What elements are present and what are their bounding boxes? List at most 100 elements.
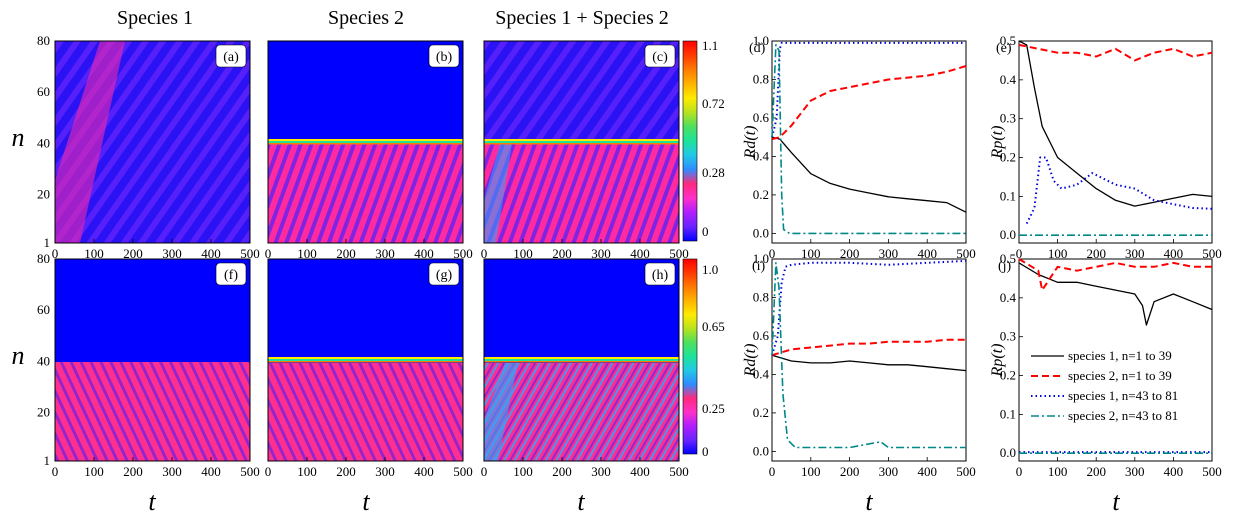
series-line-d-1 <box>771 136 967 213</box>
series-line-j-2 <box>1018 258 1212 292</box>
panel-letter-g: (g) <box>436 268 453 283</box>
series-line-i-1 <box>771 354 967 372</box>
x-tick-label: 200 <box>123 246 143 261</box>
x-tick-label: 200 <box>336 246 356 261</box>
x-tick-label: 100 <box>513 246 533 261</box>
y-tick-label: 0.3 <box>1000 329 1016 344</box>
x-tick-label: 100 <box>801 464 821 479</box>
series-line-e-2 <box>1018 43 1213 62</box>
y-tick-label: 60 <box>37 302 50 317</box>
y-tick-label: 20 <box>37 404 50 419</box>
x-tick-label: 100 <box>84 246 104 261</box>
x-tick-label: 400 <box>201 246 221 261</box>
y-tick-label: 0.1 <box>1000 406 1016 421</box>
x-tick-label: 400 <box>1164 464 1184 479</box>
heatmap-ylabel-top: n <box>12 123 25 152</box>
x-tick-label: 0 <box>1016 464 1023 479</box>
heatmap-panel-f <box>54 258 251 462</box>
x-tick-label: 300 <box>879 246 899 261</box>
y-tick-label: 20 <box>37 186 50 201</box>
series-line-j-1 <box>1018 262 1213 326</box>
x-tick-label: 500 <box>1202 464 1222 479</box>
x-tick-label: 500 <box>956 464 976 479</box>
y-tick-label: 0.4 <box>753 148 770 163</box>
x-tick-label: 300 <box>375 464 395 479</box>
panel-letter-b: (b) <box>436 50 453 65</box>
panel-letter-h: (h) <box>652 268 669 283</box>
panel-letter-d: (d) <box>749 41 766 56</box>
panel-letter-f: (f) <box>224 268 238 283</box>
series-line-d-3 <box>771 41 966 138</box>
heatmap-panel-letters: (a) (b) (c) (f) (g) (h) <box>215 44 676 286</box>
y-tick-label: 0.6 <box>753 110 770 125</box>
y-tick-label: 0.5 <box>1000 33 1016 48</box>
series-line-e-1 <box>1018 40 1213 207</box>
ylabel-rd-bottom: Rd(t) <box>742 344 759 378</box>
x-tick-label: 400 <box>630 246 650 261</box>
plot-frame-i <box>771 258 967 462</box>
y-tick-label: 1.0 <box>753 251 769 266</box>
cbar-top-label: 0.28 <box>702 165 725 180</box>
x-tick-label: 200 <box>840 464 860 479</box>
y-tick-label: 0.4 <box>753 366 770 381</box>
x-tick-label: 200 <box>552 246 572 261</box>
x-tick-label: 400 <box>917 246 937 261</box>
x-tick-label: 500 <box>453 464 473 479</box>
x-tick-label: 0 <box>265 464 272 479</box>
series-line-d-4 <box>771 43 966 235</box>
x-tick-label: 200 <box>552 464 572 479</box>
plot-frame-d <box>771 40 967 244</box>
x-tick-label: 500 <box>240 464 260 479</box>
y-tick-label: 1 <box>44 235 51 250</box>
colorbar-bottom <box>682 258 698 455</box>
legend-label: species 2, n=1 to 39 <box>1068 368 1172 383</box>
heatmap-xlabel-g: t <box>362 487 370 516</box>
x-tick-label: 100 <box>513 464 533 479</box>
ylabel-rp-bottom: Rp(t) <box>989 344 1006 378</box>
x-tick-label: 500 <box>669 464 689 479</box>
series-line-i-4 <box>771 261 966 449</box>
x-tick-label: 100 <box>801 246 821 261</box>
x-tick-label: 500 <box>240 246 260 261</box>
heatmap-xlabel-f: t <box>148 487 156 516</box>
x-tick-label: 500 <box>669 246 689 261</box>
heatmap-panel-c <box>483 40 680 244</box>
series-line-e-3 <box>1025 156 1213 225</box>
y-tick-label: 0.2 <box>1000 368 1016 383</box>
column-title-species-sum: Species 1 + Species 2 <box>495 7 668 29</box>
y-tick-label: 0.4 <box>1000 290 1017 305</box>
x-tick-label: 200 <box>1086 464 1106 479</box>
y-tick-label: 0.5 <box>1000 251 1016 266</box>
x-tick-label: 100 <box>1048 464 1068 479</box>
x-tick-label: 0 <box>481 246 488 261</box>
cbar-bottom-label: 0 <box>702 444 709 459</box>
y-tick-label: 0.0 <box>1000 445 1016 460</box>
x-tick-label: 0 <box>769 246 776 261</box>
x-tick-label: 200 <box>336 464 356 479</box>
x-tick-label: 300 <box>1125 464 1145 479</box>
y-tick-label: 0.4 <box>1000 72 1017 87</box>
y-tick-label: 0.3 <box>1000 111 1016 126</box>
y-tick-label: 0.0 <box>753 225 769 240</box>
x-tick-label: 500 <box>956 246 976 261</box>
x-tick-label: 400 <box>414 464 434 479</box>
x-tick-label: 300 <box>879 464 899 479</box>
x-tick-label: 400 <box>917 464 937 479</box>
plot-frame-e <box>1018 40 1213 244</box>
x-tick-label: 0 <box>481 464 488 479</box>
ylabel-rd-top: Rd(t) <box>742 126 759 160</box>
panel-letter-c: (c) <box>652 50 668 65</box>
heatmap-panel-g <box>267 258 464 462</box>
legend-label: species 1, n=43 to 81 <box>1068 388 1178 403</box>
x-tick-label: 0 <box>52 246 59 261</box>
cbar-top-label: 0.72 <box>702 96 725 111</box>
legend-label: species 1, n=1 to 39 <box>1068 348 1172 363</box>
x-tick-label: 0 <box>769 464 776 479</box>
heatmap-panel-a <box>54 40 251 244</box>
x-tick-label: 300 <box>1125 246 1145 261</box>
colorbar-top <box>682 40 698 242</box>
panel-letter-j: (j) <box>998 259 1012 274</box>
plot-frame-j <box>1018 258 1213 462</box>
y-tick-label: 1.0 <box>753 33 769 48</box>
